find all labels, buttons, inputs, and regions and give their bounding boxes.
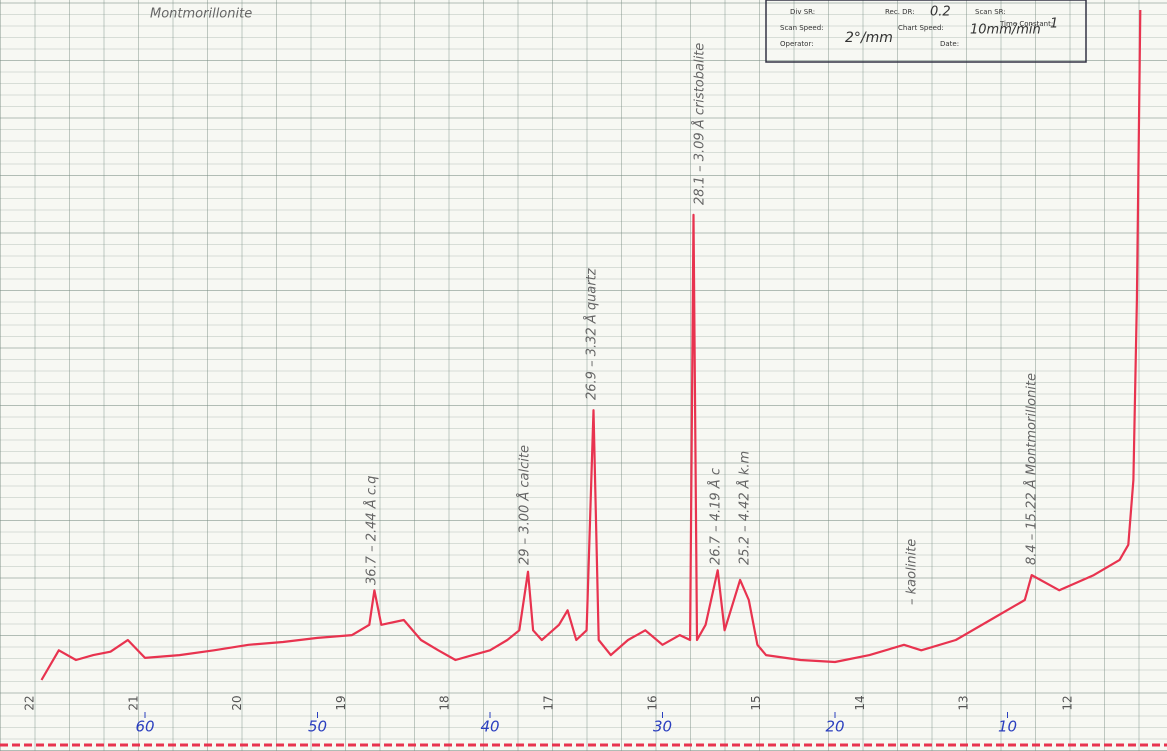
peak-annotation: – kaolinite <box>905 539 920 605</box>
paper-scale-label: 15 <box>749 695 763 710</box>
div-sr: Div SR: <box>790 8 815 16</box>
time-constant: Time Constant: <box>999 20 1053 28</box>
paper-scale-label: 20 <box>230 695 244 710</box>
operator: Operator: <box>780 40 814 48</box>
scan-speed-value: 2°/mm <box>845 30 893 46</box>
chart-speed-value: 10mm/min <box>970 23 1041 38</box>
x-tick-label: 30 <box>653 718 672 736</box>
scan-speed: Scan Speed: <box>780 24 824 32</box>
peak-annotation: 26.9 – 3.32 Å quartz <box>584 267 600 400</box>
info-box: Div SR: Rec. DR: 0.2 Scan SR: Scan Speed… <box>765 0 1087 63</box>
x-tick-label: 50 <box>308 718 327 736</box>
paper-scale-label: 13 <box>957 695 971 710</box>
paper-scale-label: 17 <box>542 695 556 710</box>
x-tick-label: 60 <box>135 718 154 736</box>
diffraction-trace <box>40 9 1142 681</box>
date: Date: <box>940 40 959 48</box>
paper-scale-label: 19 <box>334 695 348 710</box>
paper-scale-label: 22 <box>23 695 37 710</box>
header-note: Montmorillonite <box>150 7 252 22</box>
scan-sr: Scan SR: <box>975 8 1006 16</box>
peak-annotation: 26.7 – 4.19 Å c <box>708 468 724 565</box>
time-constant-value: 1 <box>1050 17 1058 32</box>
rec-dr: Rec. DR: <box>885 8 915 16</box>
peak-annotation: 36.7 – 2.44 Å c.q <box>364 476 380 585</box>
paper-scale-label: 12 <box>1061 695 1075 710</box>
chart-speed: Chart Speed: <box>898 24 944 32</box>
x-tick-label: 20 <box>825 718 844 736</box>
paper-scale-label: 18 <box>438 695 452 710</box>
peak-annotation: 25.2 – 4.42 Å k.m <box>737 451 753 565</box>
peak-annotation: 28.1 – 3.09 Å cristobalite <box>692 43 708 205</box>
peak-annotation: 29 – 3.00 Å calcite <box>517 445 533 565</box>
paper-scale-label: 21 <box>126 695 140 710</box>
peak-annotation: 8.4 – 15.22 Å Montmorillonite <box>1024 373 1040 565</box>
x-tick-label: 10 <box>998 718 1017 736</box>
x-tick-label: 40 <box>480 718 499 736</box>
rec-dr-value: 0.2 <box>930 5 951 20</box>
paper-scale-label: 14 <box>853 695 867 710</box>
paper-scale-label: 16 <box>645 695 659 710</box>
info-box-frame <box>765 0 1087 63</box>
